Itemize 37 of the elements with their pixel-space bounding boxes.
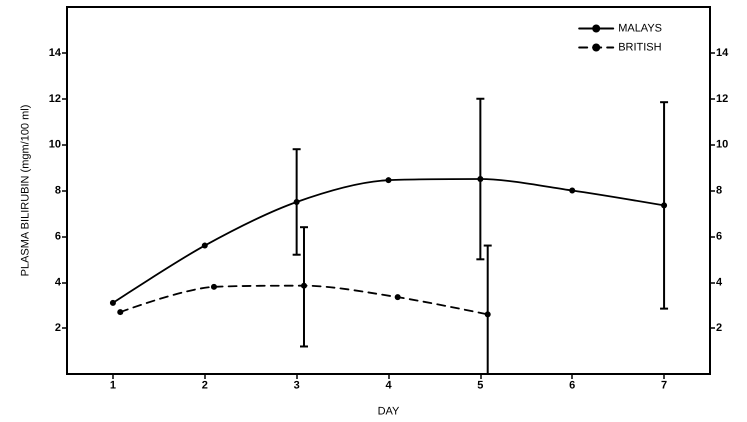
legend-label: BRITISH	[618, 42, 662, 54]
point	[484, 311, 491, 318]
y2-tick-label: 4	[716, 276, 723, 288]
y-tick-label: 2	[54, 322, 61, 334]
x-tick-label: 4	[385, 380, 392, 392]
y-tick-label: 12	[48, 92, 61, 105]
x-tick-label: 6	[569, 380, 576, 392]
x-tick-label: 3	[294, 380, 300, 392]
point	[110, 300, 116, 306]
point	[202, 242, 208, 249]
y-tick-label: 10	[48, 138, 61, 151]
y-tick-label: 14	[48, 46, 62, 59]
x-tick-label: 1	[110, 380, 116, 392]
point	[117, 309, 124, 316]
y-tick-label: 6	[54, 230, 61, 242]
y-axis-title: PLASMA BILIRUBIN (mgm/100 ml)	[20, 104, 32, 276]
y-tick-label: 8	[54, 184, 61, 196]
point	[477, 176, 484, 182]
legend-label: MALAYS	[618, 22, 662, 34]
point	[386, 177, 392, 184]
point	[301, 282, 307, 289]
y2-tick-label: 6	[716, 230, 722, 242]
y2-tick-label: 10	[716, 138, 728, 151]
x-axis-title: DAY	[378, 406, 400, 418]
point	[661, 202, 668, 208]
point	[210, 284, 217, 290]
y2-tick-label: 14	[716, 46, 730, 59]
y-tick-label: 4	[54, 276, 62, 288]
point	[294, 198, 300, 205]
y2-tick-label: 2	[716, 322, 722, 334]
point	[394, 294, 401, 300]
y2-tick-label: 12	[716, 92, 728, 105]
y2-tick-label: 8	[716, 184, 722, 196]
x-tick-label: 7	[661, 380, 668, 392]
point	[569, 188, 576, 194]
x-tick-label: 5	[477, 380, 484, 392]
x-tick-label: 2	[202, 380, 208, 392]
